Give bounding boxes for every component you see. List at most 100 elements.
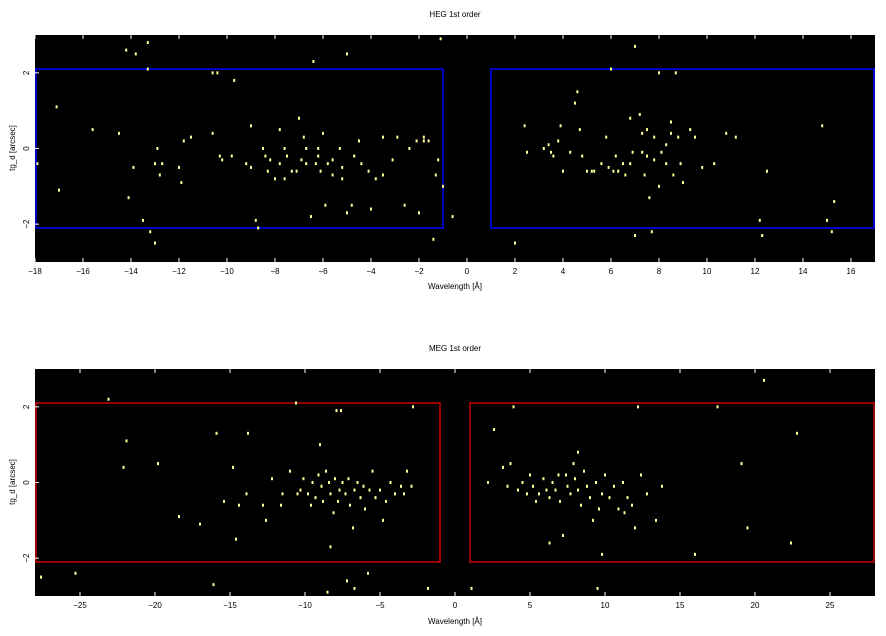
meg-x-tick-label: −10 bbox=[298, 601, 312, 610]
meg-event-point bbox=[344, 492, 347, 496]
heg-event-point bbox=[331, 158, 334, 162]
meg-x-tick-label: 5 bbox=[528, 601, 533, 610]
heg-event-point bbox=[694, 135, 696, 139]
heg-event-point bbox=[154, 241, 156, 245]
meg-event-point bbox=[271, 477, 273, 481]
meg-event-point bbox=[400, 484, 402, 488]
heg-event-point bbox=[317, 147, 320, 150]
heg-event-point bbox=[149, 230, 152, 234]
meg-event-point bbox=[337, 499, 339, 503]
meg-event-point bbox=[493, 428, 495, 432]
heg-event-point bbox=[146, 41, 149, 45]
meg-event-point bbox=[598, 507, 600, 511]
meg-event-point bbox=[592, 518, 594, 522]
heg-event-point bbox=[821, 124, 824, 128]
meg-event-point bbox=[521, 481, 524, 484]
meg-event-point bbox=[580, 503, 582, 507]
meg-x-tick-label: 20 bbox=[751, 601, 760, 610]
heg-region-2 bbox=[490, 68, 875, 229]
heg-title: HEG 1st order bbox=[429, 10, 480, 19]
meg-event-point bbox=[265, 518, 267, 522]
meg-panel: MEG 1st order −25 −20 −15 −10 −5 0 5 10 15 20 25 −… bbox=[8, 344, 875, 626]
meg-event-point bbox=[329, 545, 332, 549]
heg-event-point bbox=[612, 169, 615, 173]
heg-event-point bbox=[350, 203, 353, 207]
heg-x-tick-label: −4 bbox=[366, 267, 376, 276]
heg-event-point bbox=[254, 218, 257, 222]
heg-x-tick-label: −14 bbox=[124, 267, 138, 276]
meg-event-point bbox=[655, 518, 657, 522]
heg-event-point bbox=[341, 165, 344, 169]
heg-event-point bbox=[629, 162, 632, 166]
heg-x-tick-label: 12 bbox=[751, 267, 760, 276]
meg-event-point bbox=[349, 503, 351, 507]
heg-event-point bbox=[314, 162, 317, 166]
heg-event-point bbox=[298, 116, 300, 120]
heg-event-point bbox=[310, 215, 312, 219]
heg-event-point bbox=[360, 162, 363, 166]
meg-region-2 bbox=[469, 402, 875, 563]
meg-x-tick-label: 25 bbox=[826, 601, 835, 610]
heg-event-point bbox=[269, 158, 272, 162]
heg-event-point bbox=[629, 116, 632, 120]
heg-event-point bbox=[557, 139, 560, 143]
heg-event-point bbox=[641, 131, 644, 135]
heg-event-point bbox=[182, 139, 185, 143]
meg-event-point bbox=[262, 503, 264, 507]
meg-event-point bbox=[364, 507, 366, 511]
meg-event-point bbox=[562, 533, 564, 537]
heg-event-point bbox=[278, 162, 281, 166]
heg-event-point bbox=[262, 147, 264, 150]
heg-event-point bbox=[682, 181, 684, 185]
meg-event-point bbox=[122, 465, 125, 469]
meg-x-tick-label: 10 bbox=[601, 601, 610, 610]
heg-event-point bbox=[353, 154, 356, 158]
meg-event-point bbox=[637, 405, 639, 409]
heg-event-point bbox=[127, 196, 130, 200]
meg-event-point bbox=[280, 503, 282, 507]
heg-event-point bbox=[178, 165, 180, 169]
heg-event-point bbox=[391, 158, 394, 162]
heg-y-tick-label: −2 bbox=[22, 219, 31, 229]
heg-x-tick-label: −18 bbox=[28, 267, 42, 276]
meg-event-point bbox=[526, 492, 528, 496]
heg-event-point bbox=[451, 215, 454, 219]
meg-event-point bbox=[583, 469, 585, 473]
meg-event-point bbox=[506, 484, 509, 488]
heg-event-point bbox=[725, 131, 728, 135]
meg-event-point bbox=[74, 571, 77, 575]
heg-event-point bbox=[211, 71, 214, 75]
meg-event-point bbox=[338, 488, 341, 492]
meg-event-point bbox=[572, 462, 575, 466]
heg-event-point bbox=[638, 112, 641, 116]
meg-event-point bbox=[601, 492, 603, 496]
heg-event-point bbox=[734, 135, 737, 139]
meg-event-point bbox=[532, 484, 534, 488]
meg-event-point bbox=[328, 481, 330, 484]
meg-event-point bbox=[199, 522, 201, 526]
heg-event-point bbox=[180, 181, 183, 185]
heg-y-tick-label: 0 bbox=[22, 146, 31, 151]
heg-event-point bbox=[161, 162, 164, 166]
heg-event-point bbox=[36, 162, 39, 166]
meg-event-point bbox=[763, 378, 765, 382]
heg-event-point bbox=[418, 211, 420, 215]
meg-y-tick-label: 0 bbox=[22, 480, 31, 485]
meg-event-point bbox=[427, 586, 429, 590]
meg-event-point bbox=[311, 481, 314, 484]
meg-event-point bbox=[694, 552, 696, 556]
heg-event-point bbox=[689, 128, 692, 132]
meg-event-point bbox=[245, 492, 248, 496]
meg-event-point bbox=[634, 526, 636, 530]
heg-event-point bbox=[658, 71, 660, 75]
meg-event-point bbox=[347, 477, 350, 481]
heg-event-point bbox=[317, 154, 320, 158]
heg-event-point bbox=[569, 150, 572, 154]
heg-event-point bbox=[826, 218, 828, 222]
heg-event-point bbox=[653, 135, 656, 139]
meg-event-point bbox=[565, 473, 567, 477]
meg-plot-area bbox=[35, 369, 875, 596]
heg-event-point bbox=[158, 173, 161, 177]
meg-event-point bbox=[340, 409, 342, 413]
